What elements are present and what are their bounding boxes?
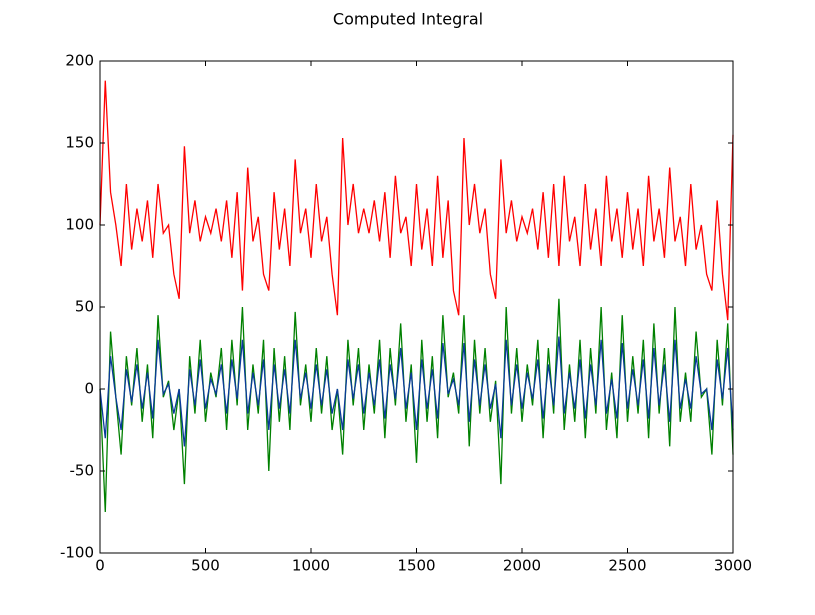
- chart-title: Computed Integral: [333, 10, 483, 29]
- y-tick-label: 0: [84, 380, 94, 398]
- axes-frame: [99, 60, 734, 554]
- y-tick-label: 50: [75, 298, 94, 316]
- y-tick-label: -100: [60, 544, 94, 562]
- x-tick-label: 1000: [292, 557, 330, 575]
- y-tick-label: 200: [65, 52, 94, 70]
- y-tick-label: -50: [70, 462, 95, 480]
- data-line: [99, 298, 734, 513]
- x-tick-label: 2500: [608, 557, 646, 575]
- y-tick-label: 100: [65, 216, 94, 234]
- x-tick-label: 500: [191, 557, 220, 575]
- x-tick-label: 1500: [397, 557, 435, 575]
- x-tick-label: 3000: [714, 557, 752, 575]
- data-line: [99, 80, 734, 321]
- y-tick-label: 150: [65, 134, 94, 152]
- x-tick-label: 0: [95, 557, 105, 575]
- x-tick-label: 2000: [503, 557, 541, 575]
- plot-area: [99, 80, 734, 513]
- data-line: [99, 336, 734, 447]
